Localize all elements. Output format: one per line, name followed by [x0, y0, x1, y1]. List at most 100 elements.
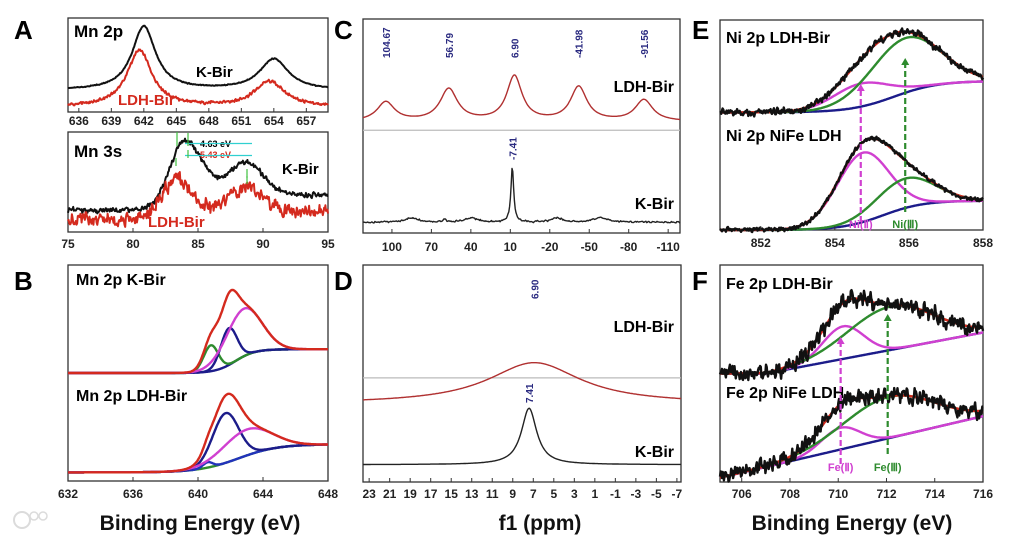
series-label: Ni 2p LDH-Bir — [726, 30, 830, 47]
arrow-head-icon — [856, 84, 865, 91]
series-line-datau — [719, 27, 985, 118]
series-label: Ni 2p NiFe LDH — [726, 128, 842, 145]
plot-frame — [719, 19, 984, 231]
oxidation-state-label: Fe(Ⅱ) — [828, 462, 854, 474]
x-tick-label: 5 — [550, 487, 557, 501]
series-label: K-Bir — [282, 161, 319, 178]
x-tick-label: 712 — [876, 487, 896, 501]
series-label: Fe 2p LDH-Bir — [726, 276, 833, 293]
arrow-head-icon — [883, 314, 892, 321]
x-tick-label: 856 — [899, 236, 919, 250]
x-tick-label: 642 — [134, 114, 154, 128]
oxidation-state-label: Ni(Ⅱ) — [849, 219, 873, 231]
x-tick-label: 100 — [382, 240, 402, 254]
peak-value-label: -41.98 — [575, 29, 586, 58]
arrow-head-icon — [901, 58, 910, 65]
x-tick-label: 854 — [825, 236, 845, 250]
x-tick-label: 636 — [69, 114, 89, 128]
series-label: Mn 2p K-Bir — [76, 272, 166, 289]
x-tick-label: 90 — [256, 237, 270, 251]
x-tick-label: -1 — [610, 487, 621, 501]
panel-label-b: B — [14, 266, 33, 296]
plot-panel-1: 636 639 642 645 648 651 654 657 Mn 2p K-Bir LDH-Bi… — [67, 17, 329, 128]
series-line-datal — [719, 135, 984, 234]
x-tick-label: 645 — [166, 114, 186, 128]
series-line-ldh-bir — [67, 171, 329, 228]
series-line-envu — [719, 297, 984, 375]
x-tick-label: 85 — [191, 237, 205, 251]
watermark-logo — [13, 511, 48, 529]
series-label: LDH-Bir — [614, 79, 674, 96]
plot-frame — [362, 264, 682, 483]
panel-label-a: A — [14, 15, 33, 45]
peak-value-label: 6.90 — [530, 279, 541, 299]
x-tick-label: -20 — [541, 240, 559, 254]
series-label: K-Bir — [635, 196, 674, 213]
series-line-navyl — [67, 411, 329, 474]
plot-frame — [362, 18, 681, 234]
series-label: Fe 2p NiFe LDH — [726, 385, 844, 402]
x-tick-label: 636 — [123, 487, 143, 501]
x-tick-label: 15 — [445, 487, 459, 501]
plot-panel-4: 100 70 40 10 -20 -50 -80 -110 LDH-Bir K-Bir 104.67… — [362, 18, 681, 254]
plot-panel-5: 23 21 19 17 15 13 11 9 7 5 3 1 -1 -3 -5 -7 LDH-Bir K-Bir 6… — [362, 264, 683, 501]
peak-value-label: 7.41 — [525, 383, 536, 403]
series-line-k-bir — [67, 137, 329, 215]
series-line-ldh-bir — [363, 362, 682, 401]
peak-value-label: 104.67 — [382, 27, 393, 58]
x-tick-label: 75 — [61, 237, 75, 251]
panel-label-e: E — [692, 15, 709, 45]
arrow-head-icon — [836, 337, 845, 344]
panel-label-f: F — [692, 266, 708, 296]
oxidation-state-label: Ni(Ⅲ) — [892, 219, 918, 231]
x-tick-label: 17 — [424, 487, 438, 501]
series-label: LDH-Bir — [614, 319, 674, 336]
x-tick-label: 21 — [383, 487, 397, 501]
x-tick-label: -5 — [651, 487, 662, 501]
x-tick-label: 10 — [504, 240, 518, 254]
series-line-k-bir — [362, 167, 681, 224]
plot-frame — [67, 17, 329, 113]
x-tick-label: 657 — [296, 114, 316, 128]
x-tick-label: 716 — [973, 487, 993, 501]
series-line-ldh-bir — [67, 48, 329, 107]
x-tick-label: 648 — [199, 114, 219, 128]
plot-panel-3: 632 636 640 644 648 Mn 2p K-Bir Mn 2p LDH-Bir — [58, 264, 338, 501]
x-tick-label: 714 — [925, 487, 945, 501]
x-tick-label: -7 — [672, 487, 683, 501]
x-tick-label: 7 — [530, 487, 537, 501]
series-line-envl — [67, 392, 329, 474]
series-label: K-Bir — [635, 444, 674, 461]
series-line-ldh-bir — [362, 74, 681, 121]
series-label: Mn 2p — [74, 22, 123, 41]
x-tick-label: 13 — [465, 487, 479, 501]
series-label: K-Bir — [196, 64, 233, 81]
plot-panel-7: 706 708 710 712 714 716 Fe 2p LDH-Bir Fe 2p NiF… — [718, 264, 993, 501]
x-tick-label: -50 — [581, 240, 599, 254]
x-tick-label: 23 — [362, 487, 376, 501]
x-tick-label: -110 — [656, 240, 680, 254]
series-line-k-bir — [67, 24, 329, 90]
x-tick-label: 70 — [425, 240, 439, 254]
x-tick-label: 654 — [264, 114, 284, 128]
x-tick-label: 644 — [253, 487, 273, 501]
x-tick-label: -3 — [631, 487, 642, 501]
series-label: LDH-Bir — [118, 92, 175, 109]
x-tick-label: -80 — [620, 240, 638, 254]
series-label: LDH-Bir — [148, 214, 205, 231]
x-tick-label: 11 — [486, 487, 499, 501]
x-tick-label: 1 — [591, 487, 598, 501]
series-line-magl — [67, 427, 329, 474]
x-tick-label: 706 — [732, 487, 752, 501]
series-line-envk — [67, 288, 329, 375]
x-axis-title-b: Binding Energy (eV) — [100, 512, 301, 535]
x-tick-label: 708 — [780, 487, 800, 501]
x-tick-label: 648 — [318, 487, 338, 501]
x-tick-label: 852 — [751, 236, 771, 250]
peak-value-label: -91.56 — [640, 29, 651, 58]
series-line-greenu — [719, 35, 984, 114]
x-tick-label: 640 — [188, 487, 208, 501]
x-axis-title-f: Binding Energy (eV) — [752, 512, 953, 535]
